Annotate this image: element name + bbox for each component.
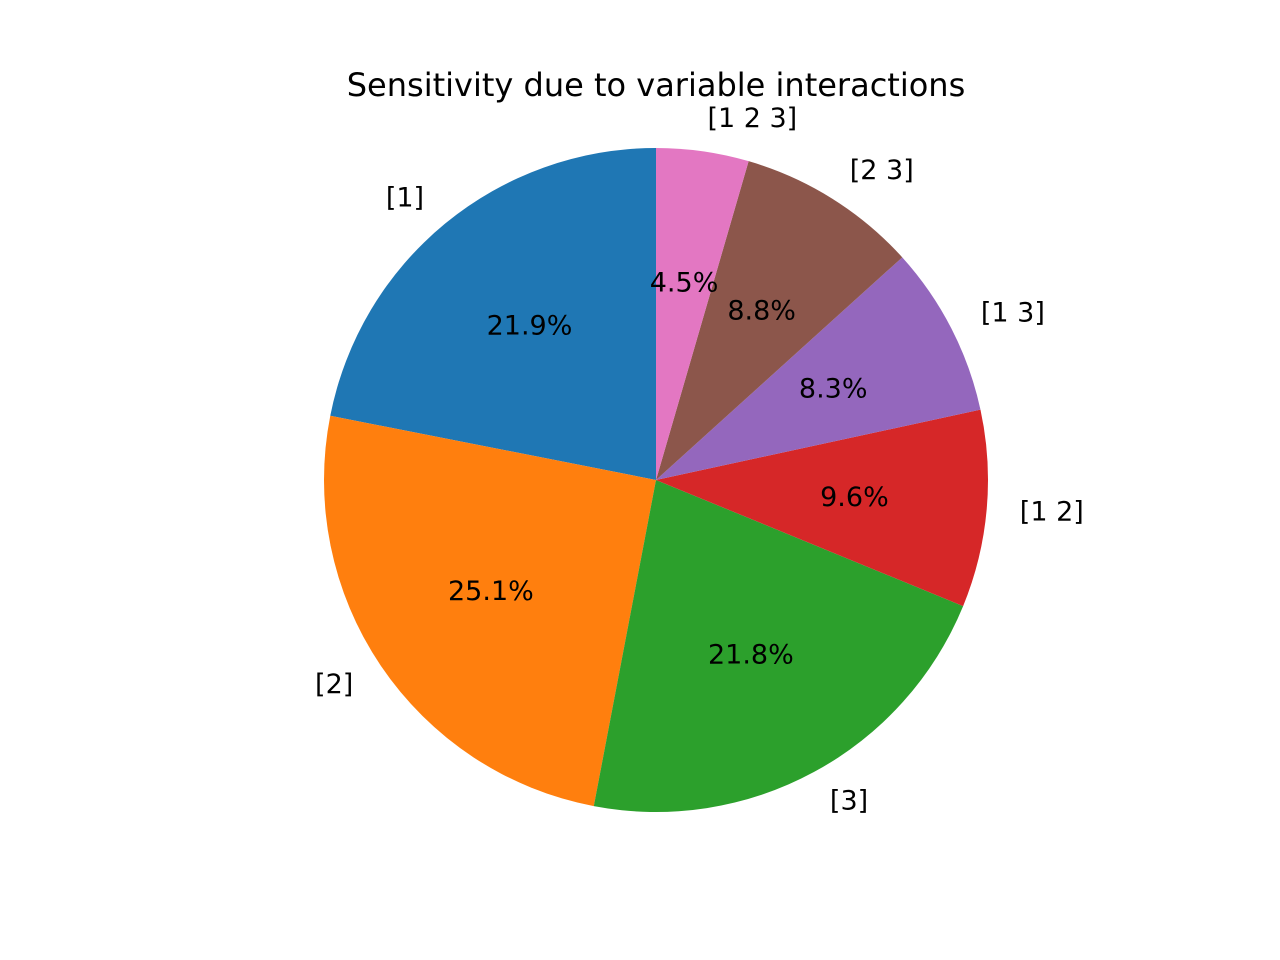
pie-slice <box>656 409 988 607</box>
pie-slice-label: [1 3] <box>981 298 1045 329</box>
pie-slice-label: [1 2] <box>1020 497 1084 528</box>
chart-title: Sensitivity due to variable interactions <box>346 66 966 104</box>
pie-slice-label: [1 2 3] <box>707 103 797 134</box>
pie-slice <box>656 257 981 480</box>
pie-slice <box>330 148 656 480</box>
pie-slice <box>656 148 749 480</box>
pie-slice-percent: 8.3% <box>799 374 868 405</box>
pie-slice-percent: 21.9% <box>487 311 573 342</box>
pie-slice-percent: 21.8% <box>708 640 794 671</box>
pie-slice-label: [2 3] <box>850 155 914 186</box>
pie-slice <box>324 415 656 807</box>
pie-slice <box>593 480 964 812</box>
pie-slice <box>656 161 903 480</box>
pie-slice-percent: 4.5% <box>650 267 719 298</box>
pie-slice-label: [2] <box>315 669 353 700</box>
pie-slice-percent: 25.1% <box>448 576 534 607</box>
pie-slice-label: [3] <box>830 786 868 817</box>
pie-slice-percent: 9.6% <box>820 482 889 513</box>
pie-slice-label: [1] <box>386 182 424 213</box>
pie-slice-percent: 8.8% <box>727 296 796 327</box>
